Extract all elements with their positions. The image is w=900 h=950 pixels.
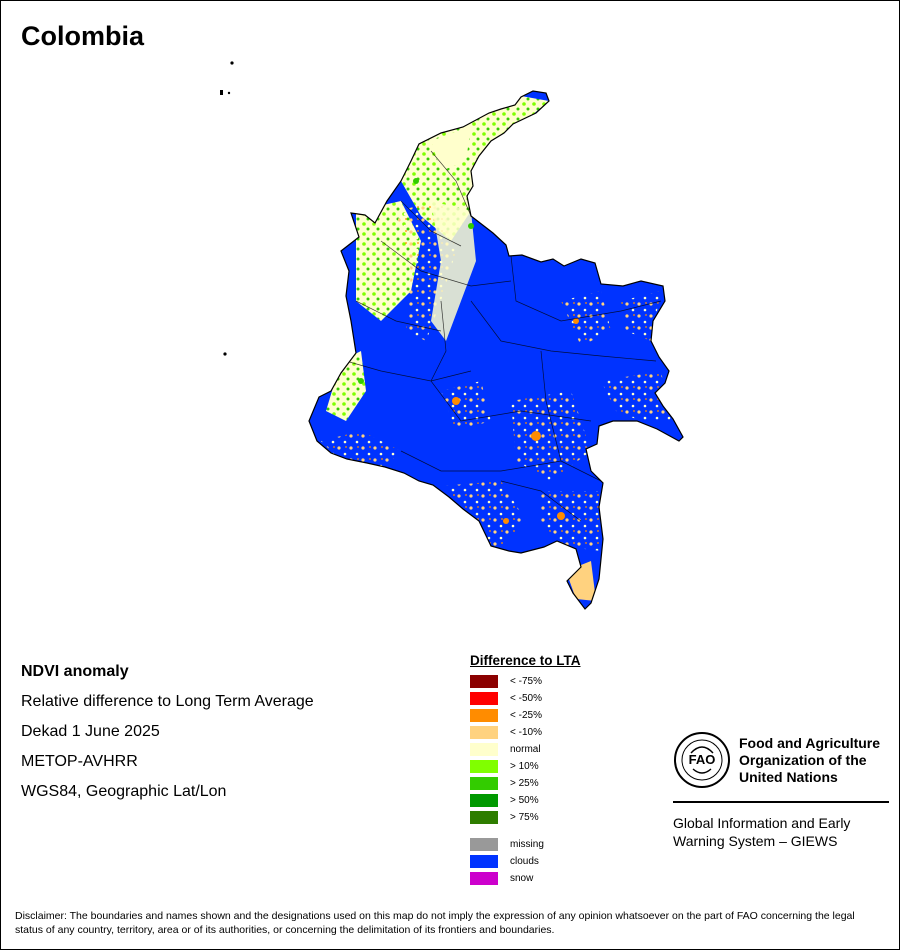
legend-row: > 25% xyxy=(470,775,581,792)
legend-swatch xyxy=(470,675,498,688)
fao-logo-icon: FAO xyxy=(674,732,730,788)
legend-row: < -10% xyxy=(470,724,581,741)
legend-swatch xyxy=(470,777,498,790)
legend-row: clouds xyxy=(470,853,581,870)
legend-label: > 25% xyxy=(510,778,539,789)
disclaimer: Disclaimer: The boundaries and names sho… xyxy=(15,910,855,936)
legend-extra: missing clouds snow xyxy=(470,836,581,887)
legend-row: > 10% xyxy=(470,758,581,775)
legend-row: < -50% xyxy=(470,690,581,707)
legend-row: < -75% xyxy=(470,673,581,690)
legend-label: missing xyxy=(510,839,544,850)
legend-swatch xyxy=(470,811,498,824)
info-heading: NDVI anomaly xyxy=(21,663,129,680)
fao-name-line: Food and Agriculture xyxy=(739,735,881,751)
legend-swatch xyxy=(470,855,498,868)
fao-name-line: United Nations xyxy=(739,769,838,785)
legend-label: normal xyxy=(510,744,541,755)
island-marker xyxy=(223,352,227,356)
legend-swatch xyxy=(470,709,498,722)
legend-row: normal xyxy=(470,741,581,758)
island-marker xyxy=(230,61,234,65)
legend-title: Difference to LTA xyxy=(470,653,581,668)
divider xyxy=(673,801,889,803)
legend-label: < -10% xyxy=(510,727,542,738)
map-info: NDVI anomaly Relative difference to Long… xyxy=(21,657,314,807)
info-line: WGS84, Geographic Lat/Lon xyxy=(21,783,227,800)
info-line: METOP-AVHRR xyxy=(21,753,138,770)
giews-text: Global Information and Early Warning Sys… xyxy=(673,814,850,850)
info-line: Relative difference to Long Term Average xyxy=(21,693,314,710)
legend: Difference to LTA < -75% < -50% < -25% < -1… xyxy=(470,653,581,887)
legend-row: < -25% xyxy=(470,707,581,724)
giews-line: Global Information and Early xyxy=(673,815,851,831)
legend-label: < -75% xyxy=(510,676,542,687)
legend-label: > 10% xyxy=(510,761,539,772)
island-marker xyxy=(227,91,231,95)
legend-label: > 75% xyxy=(510,812,539,823)
legend-label: < -50% xyxy=(510,693,542,704)
island-marker xyxy=(220,90,223,95)
legend-swatch xyxy=(470,794,498,807)
legend-items: < -75% < -50% < -25% < -10% normal > 10% > 25%… xyxy=(470,673,581,826)
legend-label: < -25% xyxy=(510,710,542,721)
legend-swatch xyxy=(470,726,498,739)
legend-row: snow xyxy=(470,870,581,887)
fao-name-line: Organization of the xyxy=(739,752,867,768)
legend-row: > 75% xyxy=(470,809,581,826)
legend-swatch xyxy=(470,760,498,773)
legend-label: snow xyxy=(510,873,534,884)
legend-swatch xyxy=(470,872,498,885)
info-line: Dekad 1 June 2025 xyxy=(21,723,160,740)
svg-text:FAO: FAO xyxy=(689,752,716,767)
giews-line: Warning System – GIEWS xyxy=(673,833,838,849)
legend-swatch xyxy=(470,838,498,851)
legend-row: > 50% xyxy=(470,792,581,809)
legend-row: missing xyxy=(470,836,581,853)
legend-swatch xyxy=(470,743,498,756)
legend-label: > 50% xyxy=(510,795,539,806)
fao-name: Food and Agriculture Organization of the… xyxy=(739,735,880,786)
legend-label: clouds xyxy=(510,856,539,867)
legend-swatch xyxy=(470,692,498,705)
map-title: Colombia xyxy=(21,21,145,51)
